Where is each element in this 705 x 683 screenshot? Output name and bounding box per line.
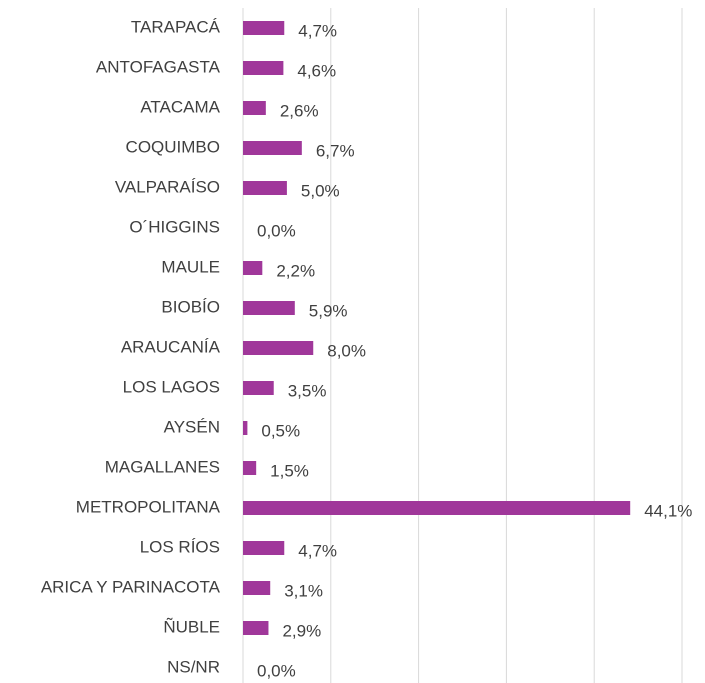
y-tick-label: TARAPACÁ bbox=[131, 17, 221, 36]
y-tick-label: ANTOFAGASTA bbox=[96, 57, 221, 76]
bar bbox=[243, 301, 295, 315]
y-tick-label: VALPARAÍSO bbox=[115, 177, 220, 196]
bar bbox=[243, 61, 284, 75]
bar bbox=[243, 621, 269, 635]
bar bbox=[243, 541, 285, 555]
y-tick-label: ARAUCANÍA bbox=[121, 337, 221, 356]
data-label: 3,5% bbox=[288, 381, 327, 400]
bar bbox=[243, 21, 285, 35]
data-label: 5,9% bbox=[309, 301, 348, 320]
bar bbox=[243, 261, 263, 275]
data-label: 4,6% bbox=[297, 61, 336, 80]
data-label: 2,9% bbox=[282, 621, 321, 640]
bar bbox=[243, 141, 302, 155]
data-label: 6,7% bbox=[316, 141, 355, 160]
bar bbox=[243, 101, 266, 115]
y-tick-label: COQUIMBO bbox=[126, 137, 220, 156]
y-tick-label: METROPOLITANA bbox=[76, 497, 221, 516]
bar bbox=[243, 341, 314, 355]
y-tick-label: BIOBÍO bbox=[161, 297, 220, 316]
data-label: 2,2% bbox=[276, 261, 315, 280]
y-tick-label: ATACAMA bbox=[140, 97, 220, 116]
y-tick-label: LOS RÍOS bbox=[140, 537, 220, 556]
data-label: 5,0% bbox=[301, 181, 340, 200]
bar bbox=[243, 421, 248, 435]
data-label: 0,0% bbox=[257, 221, 296, 240]
y-tick-label: MAGALLANES bbox=[105, 457, 220, 476]
data-label: 0,0% bbox=[257, 661, 296, 680]
y-tick-label: O´HIGGINS bbox=[129, 217, 220, 236]
y-tick-label: LOS LAGOS bbox=[123, 377, 220, 396]
y-tick-label: ÑUBLE bbox=[163, 617, 220, 636]
data-label: 4,7% bbox=[298, 541, 337, 560]
bar bbox=[243, 581, 271, 595]
y-tick-label: MAULE bbox=[161, 257, 220, 276]
y-tick-label: NS/NR bbox=[167, 657, 220, 676]
data-label: 1,5% bbox=[270, 461, 309, 480]
data-label: 4,7% bbox=[298, 21, 337, 40]
bar bbox=[243, 461, 257, 475]
data-label: 8,0% bbox=[327, 341, 366, 360]
y-tick-label: ARICA Y PARINACOTA bbox=[41, 577, 221, 596]
bar bbox=[243, 181, 287, 195]
bar bbox=[243, 501, 631, 515]
bar bbox=[243, 381, 274, 395]
data-label: 3,1% bbox=[284, 581, 323, 600]
y-tick-label: AYSÉN bbox=[164, 417, 220, 436]
data-label: 44,1% bbox=[644, 501, 692, 520]
data-label: 0,5% bbox=[261, 421, 300, 440]
data-label: 2,6% bbox=[280, 101, 319, 120]
